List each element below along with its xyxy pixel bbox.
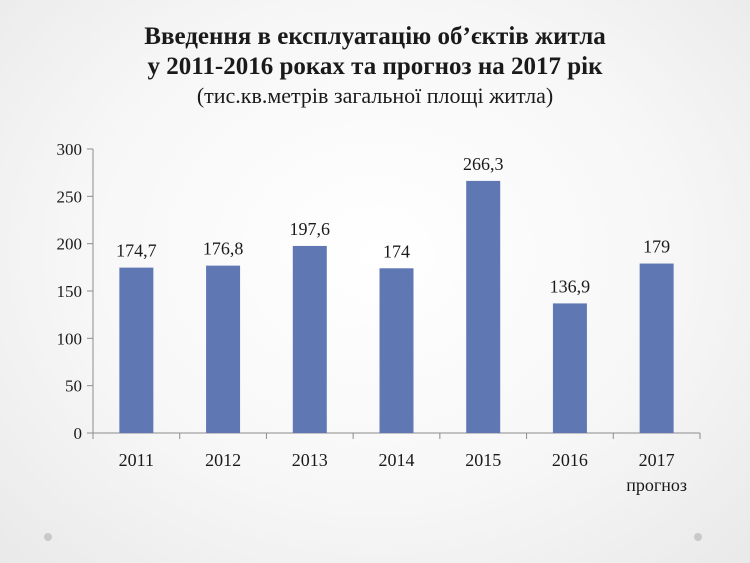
- data-label: 176,8: [203, 239, 244, 259]
- slide-corner-dot-left: [44, 533, 52, 541]
- y-tick-label: 50: [65, 377, 82, 396]
- chart-title-line-1: Введення в експлуатацію об’єктів житла: [144, 23, 606, 50]
- data-label: 136,9: [550, 276, 591, 296]
- bar: [292, 245, 327, 433]
- y-tick-label: 200: [57, 235, 83, 254]
- x-tick-label: 2017: [639, 450, 675, 470]
- data-label: 174: [383, 241, 410, 261]
- bar: [379, 268, 414, 433]
- x-tick-label: 2016: [552, 450, 588, 470]
- x-tick-label: 2014: [379, 450, 415, 470]
- chart-title-line-2: у 2011-2016 роках та прогноз на 2017 рік: [147, 53, 603, 80]
- slide-corner-dot-right: [694, 533, 702, 541]
- data-label: 197,6: [290, 219, 331, 239]
- y-tick-label: 300: [57, 140, 83, 159]
- chart-subtitle: (тис.кв.метрів загальної площі житла): [196, 83, 554, 108]
- bar: [466, 180, 501, 433]
- x-tick-label: 2015: [465, 450, 501, 470]
- data-label: 179: [643, 237, 670, 257]
- y-tick-label: 100: [57, 329, 83, 348]
- x-tick-label: 2013: [292, 450, 328, 470]
- data-label: 174,7: [116, 241, 157, 261]
- chart-title-block: Введення в експлуатацію об’єктів житла у…: [0, 22, 750, 110]
- bar: [639, 263, 674, 433]
- bar: [119, 267, 154, 433]
- y-tick-label: 150: [57, 282, 83, 301]
- x-tick-label: 2012: [205, 450, 241, 470]
- bar: [552, 303, 587, 433]
- y-tick-label: 250: [57, 187, 83, 206]
- x-tick-label: 2011: [119, 450, 154, 470]
- x-tick-sublabel: прогноз: [626, 475, 687, 495]
- data-label: 266,3: [463, 154, 504, 174]
- bar: [206, 265, 241, 433]
- y-tick-label: 0: [74, 424, 83, 443]
